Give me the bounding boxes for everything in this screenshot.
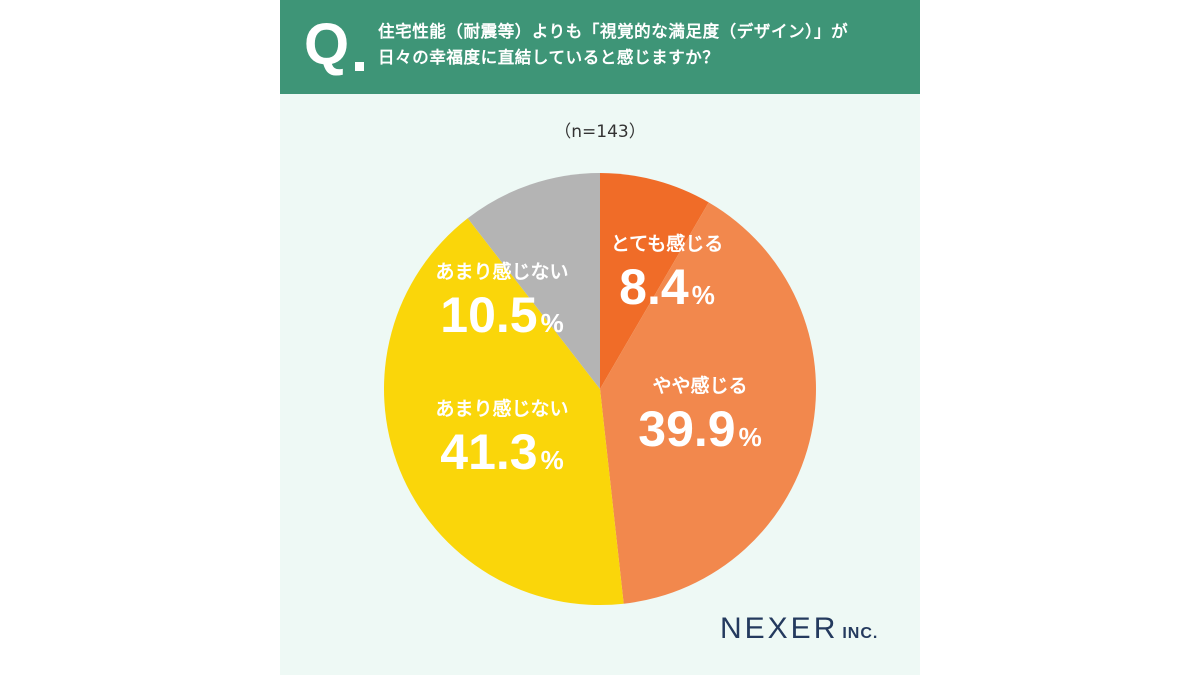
question-line-2: 日々の幸福度に直結していると感じますか？ [378, 48, 720, 67]
slice-label-2: やや感じる [652, 374, 747, 397]
pie-slice-2 [600, 202, 816, 604]
infographic-card: Q 住宅性能（耐震等）よりも「視覚的な満足度（デザイン）」が 日々の幸福度に直結… [280, 0, 920, 675]
question-mark-dot [355, 62, 364, 71]
question-header: Q 住宅性能（耐震等）よりも「視覚的な満足度（デザイン）」が 日々の幸福度に直結… [280, 0, 920, 94]
pie-slice-4 [467, 173, 600, 389]
slice-value-2: 39.9% [638, 401, 761, 457]
pie-slice-1 [600, 173, 709, 389]
sample-size-label: （n=143） [554, 122, 646, 142]
slice-label-1: とても感じる [611, 232, 723, 255]
slice-label-4: あまり感じない [435, 260, 568, 283]
pie-chart: とても感じる 8.4 % やや感じる 39.9 % あまり感じない 41.3 % あまり感じない 1… [383, 173, 816, 606]
question-line-1: 住宅性能（耐震等）よりも「視覚的な満足度（デザイン）」が [378, 22, 849, 41]
slice-value-1: 8.4% [619, 259, 715, 315]
brand-suffix: INC. [842, 625, 879, 642]
slice-value-3: 41.3% [440, 424, 563, 480]
slice-value-4: 10.5% [440, 287, 563, 343]
slice-label-3: あまり感じない [435, 397, 568, 420]
brand-logo: NEXER INC. [720, 612, 878, 646]
question-text: 住宅性能（耐震等）よりも「視覚的な満足度（デザイン）」が 日々の幸福度に直結して… [378, 19, 908, 71]
brand-name: NEXER [720, 612, 839, 645]
pie-slice-3 [383, 218, 624, 606]
question-mark: Q [304, 12, 350, 77]
